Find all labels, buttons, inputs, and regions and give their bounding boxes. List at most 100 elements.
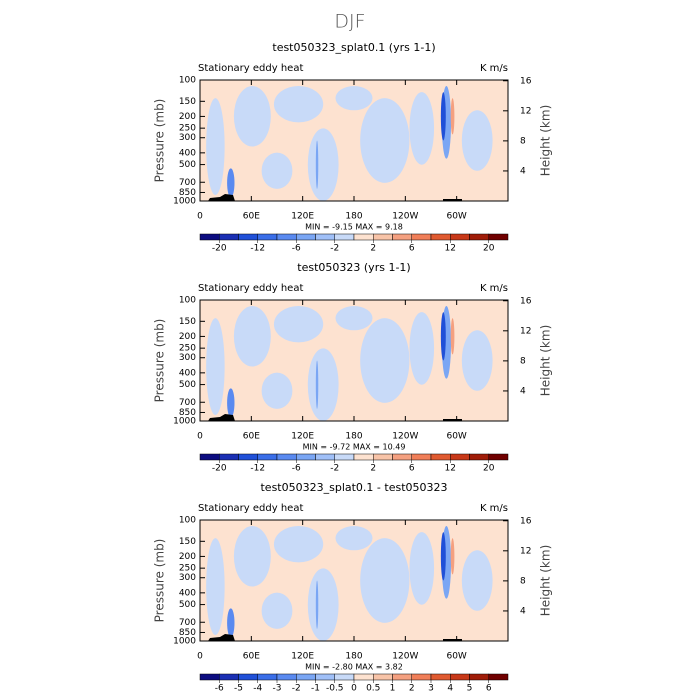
colorbar-label: 0 [351, 684, 357, 694]
x-tick-label: 60W [446, 212, 466, 222]
colorbar-label: -1 [311, 684, 320, 694]
colorbar-box [315, 453, 335, 461]
x-tick-label: 60W [446, 652, 466, 662]
y-tick-label: 400 [179, 148, 196, 158]
colorbar-box [315, 673, 335, 681]
colorbar-box [353, 453, 374, 461]
y-tick-label: 100 [179, 296, 196, 306]
colorbar-box [488, 453, 509, 461]
y-tick-label: 300 [179, 573, 196, 583]
colorbar-box [488, 233, 509, 241]
left-label: Stationary eddy heat [198, 503, 303, 514]
field-patch [335, 526, 373, 551]
field-patch [206, 318, 225, 415]
field-patch [307, 348, 339, 422]
x-tick-label: 0 [197, 212, 203, 222]
colorbar-label: -2 [330, 464, 339, 474]
y2-tick-label: 8 [520, 136, 526, 146]
x-tick-label: 120E [291, 212, 314, 222]
field-patch [335, 86, 373, 111]
y-tick-label: 250 [179, 344, 196, 354]
field-patch [273, 306, 324, 343]
colorbar-box [411, 233, 432, 241]
x-tick-label: 0 [197, 652, 203, 662]
field-patch [307, 568, 339, 641]
field-patch [409, 312, 435, 385]
x-tick-label: 0 [197, 432, 203, 442]
colorbar-label: -2 [330, 244, 339, 254]
x-tick-label: 180 [345, 652, 362, 662]
field-patch [450, 538, 455, 575]
y2-tick-label: 16 [520, 76, 532, 86]
y-tick-label: 850 [179, 408, 196, 418]
y-tick-label: 400 [179, 588, 196, 598]
panel: test050323 (yrs 1-1) Stationary eddy heat… [153, 261, 553, 474]
colorbar-box [276, 233, 297, 241]
field-patch [261, 592, 293, 629]
colorbar-box [392, 233, 412, 241]
field-patch [461, 330, 493, 391]
colorbar-box [334, 453, 355, 461]
y-tick-label: 200 [179, 552, 196, 562]
colorbar-label: -0.5 [326, 684, 344, 694]
colorbar-box [219, 233, 239, 241]
field-patch [440, 532, 446, 581]
colorbar-box [392, 673, 412, 681]
panel-title: test050323_splat0.1 - test050323 [260, 481, 447, 494]
colorbar-label: 5 [467, 684, 473, 694]
colorbar-label: -6 [215, 684, 224, 694]
colorbar-label: -12 [250, 244, 265, 254]
field-patch [461, 550, 493, 611]
y-tick-label: 250 [179, 564, 196, 574]
colorbar-label: -3 [273, 684, 282, 694]
field-patch [273, 86, 324, 123]
y-tick-label: 850 [179, 188, 196, 198]
y-axis-label: Pressure (mb) [153, 539, 167, 623]
y-tick-label: 300 [179, 133, 196, 143]
field-patch [440, 92, 446, 141]
colorbar-box [353, 673, 374, 681]
x-tick-label: 120E [291, 432, 314, 442]
colorbar-box [392, 453, 412, 461]
y-tick-label: 700 [179, 618, 196, 628]
x-tick-label: 120W [392, 652, 418, 662]
y2-tick-label: 8 [520, 576, 526, 586]
x-tick-label: 120E [291, 652, 314, 662]
colorbar-label: -4 [253, 684, 262, 694]
y-tick-label: 1000 [173, 417, 196, 427]
y-tick-label: 700 [179, 398, 196, 408]
x-tick-label: 60W [446, 432, 466, 442]
figure-title: DJF [334, 11, 365, 33]
y-tick-label: 150 [179, 97, 196, 107]
y-tick-label: 400 [179, 368, 196, 378]
colorbar-label: 4 [447, 684, 453, 694]
y-axis-label: Pressure (mb) [153, 99, 167, 183]
colorbar-box [450, 233, 470, 241]
colorbar-box [276, 673, 297, 681]
field-patch [261, 152, 293, 189]
field-patch [273, 526, 324, 563]
colorbar-box [488, 673, 509, 681]
panel-title: test050323_splat0.1 (yrs 1-1) [272, 41, 435, 54]
y-tick-label: 150 [179, 317, 196, 327]
colorbar-box [257, 233, 278, 241]
y-tick-label: 500 [179, 600, 196, 610]
y-tick-label: 250 [179, 124, 196, 134]
x-tick-label: 180 [345, 212, 362, 222]
colorbar-label: 6 [486, 684, 492, 694]
y2-tick-label: 4 [520, 606, 526, 616]
colorbar-box [238, 453, 258, 461]
field-patch [440, 312, 446, 361]
colorbar-label: 12 [445, 244, 456, 254]
colorbar-label: -20 [212, 464, 227, 474]
stats-label: MIN = -9.72 MAX = 10.49 [303, 443, 406, 452]
colorbar-label: 1 [390, 684, 396, 694]
colorbar-label: -12 [250, 464, 265, 474]
colorbar-label: 2 [370, 464, 376, 474]
y2-axis-label: Height (km) [539, 325, 553, 396]
colorbar-box [219, 453, 239, 461]
colorbar-box [430, 233, 451, 241]
stats-label: MIN = -2.80 MAX = 3.82 [305, 663, 403, 672]
x-tick-label: 120W [392, 432, 418, 442]
